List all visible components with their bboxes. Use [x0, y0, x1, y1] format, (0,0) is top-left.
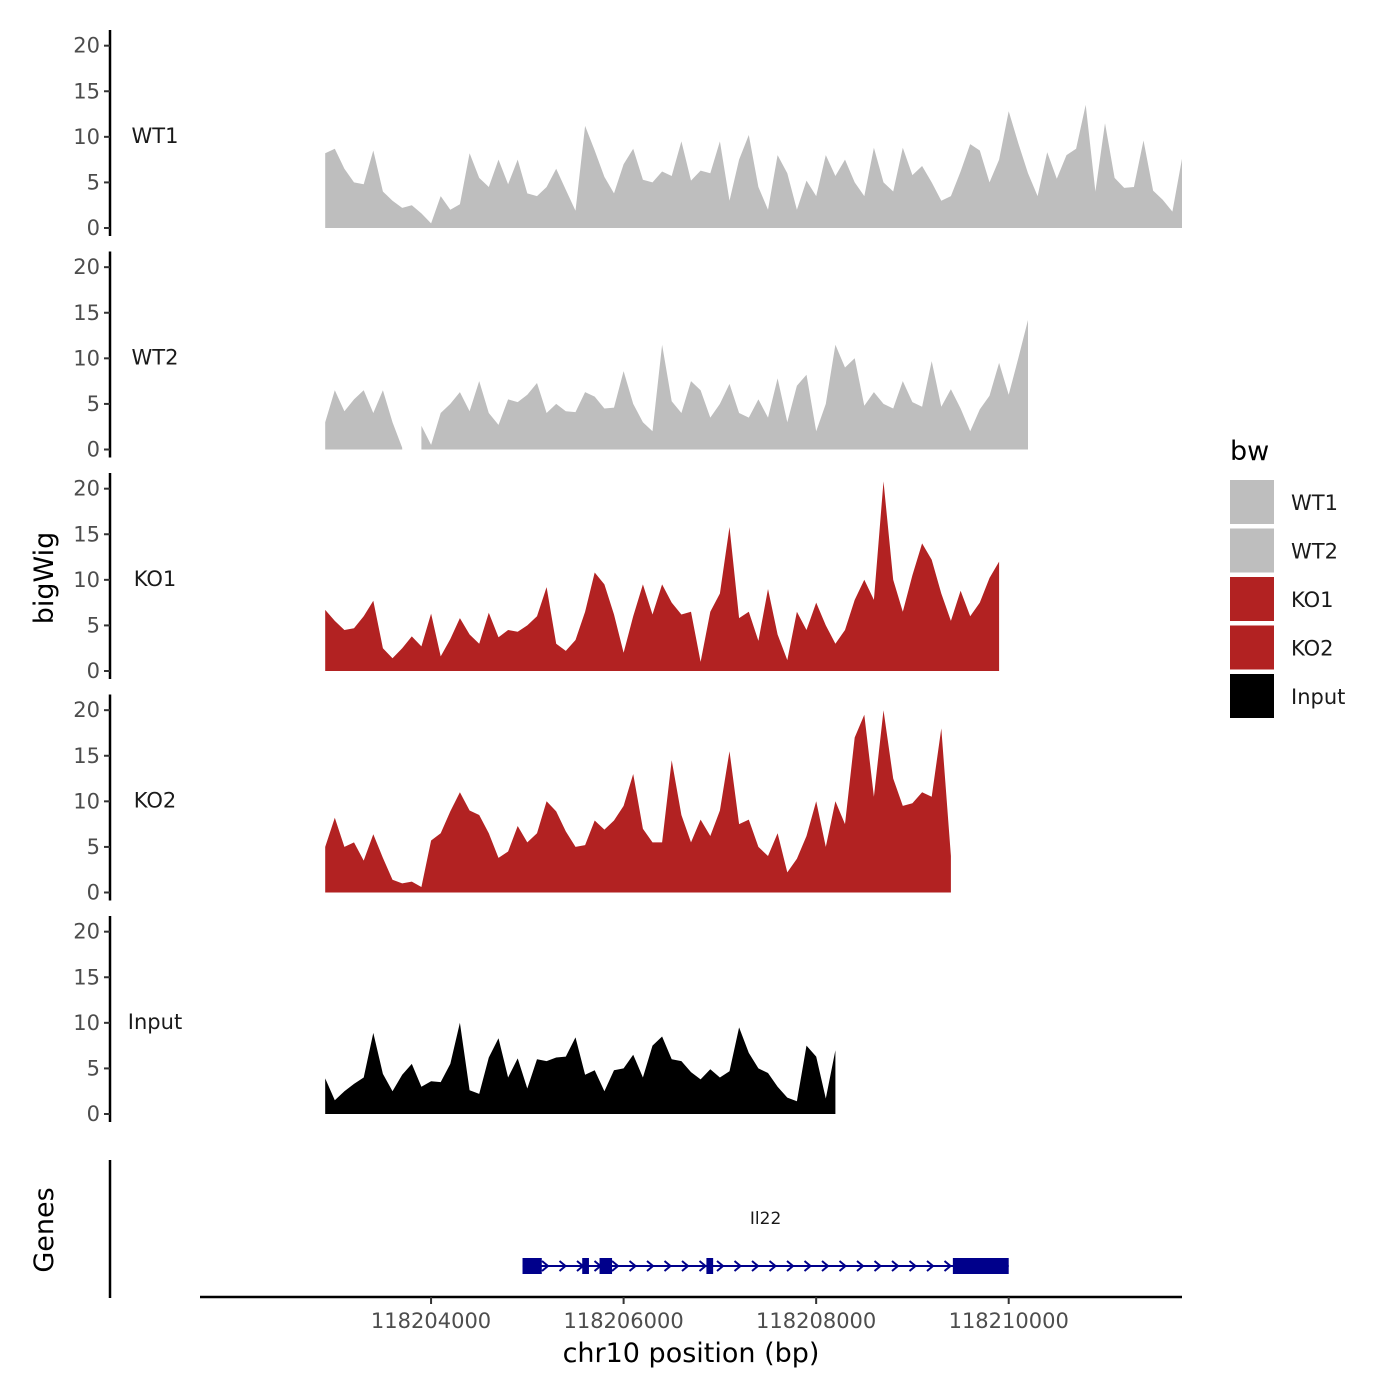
- x-tick-label: 118206000: [563, 1309, 683, 1333]
- y-tick-label: 5: [87, 392, 100, 416]
- legend-label-wt2: WT2: [1291, 540, 1338, 564]
- bigwig-tracks: 0 5 10 15 20 WT1 0 5 10 15 20 WT2 0 5 10 15 20 KO1 0 5 10 15 2…: [73, 30, 1182, 1126]
- exon: [706, 1258, 714, 1274]
- legend-swatch-wt1: [1230, 480, 1274, 524]
- area-input: [325, 1022, 836, 1114]
- y-tick-label: 10: [73, 346, 100, 370]
- legend-label-ko1: KO1: [1291, 588, 1334, 612]
- x-tick-label: 118210000: [949, 1309, 1069, 1333]
- track-label-ko1: KO1: [134, 567, 177, 591]
- x-axis-title: chr10 position (bp): [563, 1338, 820, 1369]
- strand-arrow: [646, 1260, 655, 1272]
- y-axis-title: bigWig: [29, 532, 60, 625]
- area-wt1: [325, 104, 1182, 228]
- strand-arrow: [558, 1260, 568, 1272]
- strand-arrow: [943, 1260, 953, 1272]
- strand-arrow: [681, 1260, 690, 1272]
- legend: bw WT1 WT2 KO1 KO2 Input: [1230, 436, 1345, 718]
- exon: [599, 1258, 613, 1274]
- y-tick-label: 20: [73, 34, 100, 58]
- strand-arrow: [786, 1260, 795, 1272]
- track-ko1: 0 5 10 15 20 KO1: [73, 473, 1000, 683]
- x-tick-label: 118204000: [371, 1309, 491, 1333]
- y-tick-label: 20: [73, 255, 100, 279]
- gene-il22: Il22: [522, 1209, 1009, 1274]
- strand-arrow: [821, 1260, 830, 1272]
- track-wt1: 0 5 10 15 20 WT1: [73, 30, 1182, 240]
- y-tick-label: 15: [73, 744, 100, 768]
- y-tick-label: 15: [73, 965, 100, 989]
- gene-panel: Il22: [108, 1160, 1009, 1298]
- y-tick-label: 0: [87, 881, 100, 905]
- strand-arrow: [751, 1260, 760, 1272]
- gene-label: Il22: [750, 1209, 781, 1229]
- y-tick-label: 20: [73, 477, 100, 501]
- strand-arrow: [698, 1260, 708, 1272]
- y-tick-label: 10: [73, 568, 100, 592]
- x-axis: 118204000 118206000 118208000 118210000: [200, 1295, 1182, 1333]
- strand-arrow: [663, 1260, 673, 1272]
- legend-swatch-ko1: [1230, 577, 1274, 621]
- y-tick-label: 5: [87, 835, 100, 859]
- strand-arrow: [838, 1260, 848, 1272]
- y-tick-label: 5: [87, 1056, 100, 1080]
- legend-label-ko2: KO2: [1291, 637, 1334, 661]
- track-label-input: Input: [128, 1010, 182, 1034]
- y-tick-label: 0: [87, 1102, 100, 1126]
- strand-arrow: [803, 1260, 813, 1272]
- y-tick-label: 5: [87, 613, 100, 637]
- strand-arrow: [733, 1260, 743, 1272]
- genes-axis-title: Genes: [29, 1187, 60, 1272]
- strand-arrow: [716, 1260, 725, 1272]
- y-tick-label: 5: [87, 170, 100, 194]
- legend-title: bw: [1230, 436, 1269, 467]
- area-wt2: [325, 390, 403, 450]
- y-tick-label: 15: [73, 79, 100, 103]
- track-input: 0 5 10 15 20 Input: [73, 916, 836, 1126]
- track-label-ko2: KO2: [134, 789, 177, 813]
- area-ko2: [325, 710, 951, 893]
- y-tick-label: 0: [87, 216, 100, 240]
- y-tick-label: 10: [73, 789, 100, 813]
- y-tick-label: 15: [73, 522, 100, 546]
- area-wt2: [421, 320, 1028, 450]
- exon: [952, 1258, 1009, 1274]
- legend-swatch-ko2: [1230, 625, 1274, 670]
- track-ko2: 0 5 10 15 20 KO2: [73, 694, 951, 905]
- strand-arrow: [611, 1260, 620, 1272]
- y-tick-label: 10: [73, 125, 100, 149]
- strand-arrow: [926, 1260, 935, 1272]
- legend-swatch-wt2: [1230, 528, 1274, 573]
- strand-arrow: [628, 1260, 638, 1272]
- strand-arrow: [856, 1260, 865, 1272]
- y-tick-label: 20: [73, 920, 100, 944]
- legend-label-wt1: WT1: [1291, 491, 1338, 515]
- strand-arrow: [908, 1260, 918, 1272]
- track-wt2: 0 5 10 15 20 WT2: [73, 251, 1028, 462]
- x-tick-label: 118208000: [756, 1309, 876, 1333]
- track-label-wt2: WT2: [132, 346, 179, 370]
- strand-arrow: [768, 1260, 778, 1272]
- legend-swatch-input: [1230, 674, 1274, 718]
- legend-label-input: Input: [1291, 685, 1345, 709]
- exon: [522, 1258, 542, 1274]
- y-tick-label: 20: [73, 698, 100, 722]
- y-tick-label: 15: [73, 301, 100, 325]
- y-tick-label: 0: [87, 659, 100, 683]
- y-tick-label: 0: [87, 438, 100, 462]
- y-tick-label: 10: [73, 1011, 100, 1035]
- strand-arrow: [873, 1260, 883, 1272]
- track-label-wt1: WT1: [132, 124, 179, 148]
- strand-arrow: [541, 1260, 550, 1272]
- exon: [582, 1258, 589, 1274]
- area-ko1: [325, 481, 1000, 671]
- strand-arrow: [891, 1260, 900, 1272]
